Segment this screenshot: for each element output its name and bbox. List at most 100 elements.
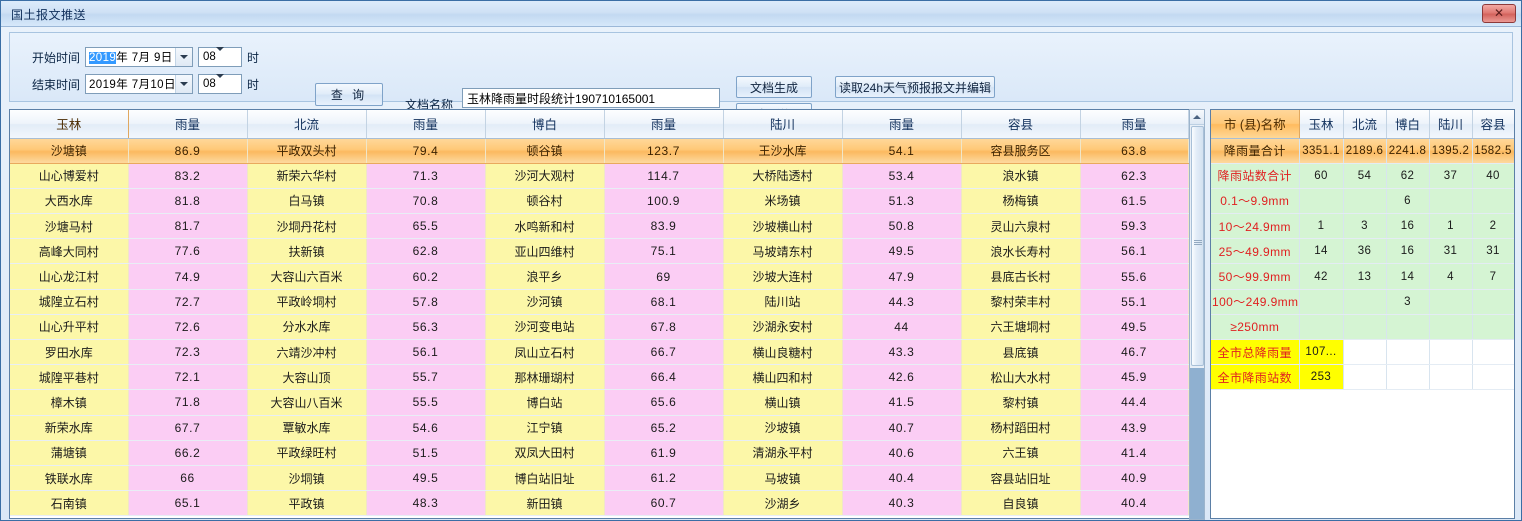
station-name-cell[interactable]: 平政绿旺村 [247, 440, 367, 466]
table-row[interactable]: 新荣水库 67.7 覃敏水库 54.6 江宁镇 65.2 沙坡镇 40.7 杨村蹈田村 43.9 [10, 415, 1189, 441]
stats-value-cell[interactable] [1299, 314, 1344, 341]
scrollbar-thumb[interactable] [1191, 126, 1204, 366]
stats-value-cell[interactable]: 37 [1429, 163, 1473, 189]
grid-column-header[interactable]: 玉林 [10, 110, 129, 139]
station-name-cell[interactable]: 县底古长村 [961, 263, 1081, 290]
station-name-cell[interactable]: 平政岭垌村 [247, 289, 367, 315]
station-name-cell[interactable]: 双凤大田村 [485, 440, 605, 466]
rainfall-value-cell[interactable]: 66.4 [604, 364, 724, 391]
rainfall-value-cell[interactable]: 83.9 [604, 213, 724, 240]
stats-value-cell[interactable]: 54 [1343, 163, 1387, 189]
station-name-cell[interactable]: 大桥陆透村 [723, 163, 843, 189]
grid-column-header[interactable]: 陆川 [723, 110, 843, 139]
start-date-picker[interactable]: 2019年 7月 9日 [85, 47, 194, 67]
station-name-cell[interactable]: 浪平乡 [485, 263, 605, 290]
table-row[interactable]: 山心龙江村 74.9 大容山六百米 60.2 浪平乡 69 沙坡大连村 47.9 县底古长村 55… [10, 263, 1189, 290]
rainfall-value-cell[interactable]: 51.3 [842, 188, 962, 215]
rainfall-value-cell[interactable]: 81.8 [128, 188, 248, 215]
station-name-cell[interactable]: 平政双头村 [247, 138, 367, 164]
stats-value-cell[interactable]: 13 [1343, 263, 1387, 290]
end-date-picker[interactable]: 2019年 7月10日 [85, 74, 194, 94]
stats-row[interactable]: 全市降雨站数 253 [1211, 364, 1514, 391]
station-name-cell[interactable]: 顿谷镇 [485, 138, 605, 164]
rainfall-value-cell[interactable]: 43.9 [1080, 415, 1189, 441]
stats-row[interactable]: 降雨量合计 3351.1 2189.6 2241.8 1395.2 1582.5 [1211, 138, 1514, 164]
grid-column-header[interactable]: 北流 [247, 110, 367, 139]
stats-value-cell[interactable]: 31 [1429, 238, 1473, 265]
generate-doc-button[interactable]: 文档生成 [736, 76, 812, 98]
station-name-cell[interactable]: 马坡镇 [723, 465, 843, 492]
end-hour-select[interactable]: 08 [198, 74, 243, 94]
rainfall-value-cell[interactable]: 72.3 [128, 339, 248, 366]
station-name-cell[interactable]: 山心博爱村 [10, 163, 129, 189]
stats-value-cell[interactable] [1343, 314, 1387, 341]
stats-value-cell[interactable] [1299, 289, 1344, 315]
rainfall-value-cell[interactable]: 63.8 [1080, 138, 1189, 164]
stats-column-header[interactable]: 陆川 [1429, 110, 1473, 139]
station-name-cell[interactable]: 博白站 [485, 389, 605, 416]
table-row[interactable]: 山心博爱村 83.2 新荣六华村 71.3 沙河大观村 114.7 大桥陆透村 53.4 浪水镇… [10, 163, 1189, 189]
stats-value-cell[interactable]: 7 [1472, 263, 1514, 290]
rainfall-value-cell[interactable]: 40.4 [842, 465, 962, 492]
rainfall-value-cell[interactable]: 70.8 [366, 188, 486, 215]
rainfall-value-cell[interactable]: 65.1 [128, 490, 248, 517]
stats-row[interactable]: 0.1～9.9mm 6 [1211, 188, 1514, 215]
rainfall-value-cell[interactable]: 40.6 [842, 440, 962, 466]
station-name-cell[interactable]: 沙塘马村 [10, 213, 129, 240]
station-name-cell[interactable]: 沙坡大连村 [723, 263, 843, 290]
stats-value-cell[interactable] [1386, 364, 1430, 391]
stats-value-cell[interactable]: 36 [1343, 238, 1387, 265]
stats-value-cell[interactable]: 14 [1299, 238, 1344, 265]
stats-value-cell[interactable] [1343, 339, 1387, 366]
station-name-cell[interactable]: 浪水镇 [961, 163, 1081, 189]
rainfall-value-cell[interactable]: 55.5 [366, 389, 486, 416]
stats-column-header[interactable]: 北流 [1343, 110, 1387, 139]
rainfall-grid[interactable]: 玉林 雨量 北流 雨量 博白 雨量 陆川 雨量 容县 雨量 沙塘镇 86.9 平政双头村 79.4 顿谷镇… [9, 109, 1204, 519]
rainfall-value-cell[interactable]: 57.8 [366, 289, 486, 315]
rainfall-value-cell[interactable]: 49.5 [1080, 314, 1189, 341]
rainfall-value-cell[interactable]: 55.6 [1080, 263, 1189, 290]
rainfall-value-cell[interactable]: 61.9 [604, 440, 724, 466]
station-name-cell[interactable]: 沙河镇 [485, 289, 605, 315]
station-name-cell[interactable]: 容县站旧址 [961, 465, 1081, 492]
rainfall-value-cell[interactable]: 41.4 [1080, 440, 1189, 466]
station-name-cell[interactable]: 凤山立石村 [485, 339, 605, 366]
stats-value-cell[interactable]: 6 [1386, 188, 1430, 215]
rainfall-value-cell[interactable]: 56.1 [1080, 238, 1189, 265]
station-name-cell[interactable]: 黎村荣丰村 [961, 289, 1081, 315]
rainfall-value-cell[interactable]: 72.7 [128, 289, 248, 315]
rainfall-value-cell[interactable]: 86.9 [128, 138, 248, 164]
station-name-cell[interactable]: 扶新镇 [247, 238, 367, 265]
stats-value-cell[interactable]: 1395.2 [1429, 138, 1473, 164]
stats-value-cell[interactable] [1429, 339, 1473, 366]
rainfall-value-cell[interactable]: 50.8 [842, 213, 962, 240]
station-name-cell[interactable]: 沙塘镇 [10, 138, 129, 164]
rainfall-value-cell[interactable]: 45.9 [1080, 364, 1189, 391]
table-row[interactable]: 石南镇 65.1 平政镇 48.3 新田镇 60.7 沙湖乡 40.3 自良镇 40.4 [10, 490, 1189, 517]
rainfall-value-cell[interactable]: 40.9 [1080, 465, 1189, 492]
stats-row[interactable]: 100～249.9mm 3 [1211, 289, 1514, 315]
end-hour-chevron-down-icon[interactable] [215, 74, 224, 90]
start-date-chevron-down-icon[interactable] [175, 48, 193, 66]
rainfall-value-cell[interactable]: 62.8 [366, 238, 486, 265]
station-name-cell[interactable]: 沙河大观村 [485, 163, 605, 189]
stats-value-cell[interactable]: 60 [1299, 163, 1344, 189]
rainfall-value-cell[interactable]: 72.6 [128, 314, 248, 341]
rainfall-value-cell[interactable]: 54.1 [842, 138, 962, 164]
rainfall-value-cell[interactable]: 44.4 [1080, 389, 1189, 416]
station-name-cell[interactable]: 杨村蹈田村 [961, 415, 1081, 441]
station-name-cell[interactable]: 大容山顶 [247, 364, 367, 391]
stats-value-cell[interactable] [1343, 364, 1387, 391]
station-name-cell[interactable]: 自良镇 [961, 490, 1081, 517]
scrollbar-track[interactable] [1190, 368, 1204, 519]
station-name-cell[interactable]: 沙湖永安村 [723, 314, 843, 341]
rainfall-value-cell[interactable]: 71.8 [128, 389, 248, 416]
stats-value-cell[interactable]: 4 [1429, 263, 1473, 290]
station-name-cell[interactable]: 沙坡镇 [723, 415, 843, 441]
stats-value-cell[interactable]: 14 [1386, 263, 1430, 290]
table-row[interactable]: 樟木镇 71.8 大容山八百米 55.5 博白站 65.6 横山镇 41.5 黎村镇 44.4 [10, 389, 1189, 416]
rainfall-value-cell[interactable]: 66.7 [604, 339, 724, 366]
rainfall-value-cell[interactable]: 44.3 [842, 289, 962, 315]
rainfall-value-cell[interactable]: 49.5 [366, 465, 486, 492]
stats-row[interactable]: 50～99.9mm 42 13 14 4 7 [1211, 263, 1514, 290]
